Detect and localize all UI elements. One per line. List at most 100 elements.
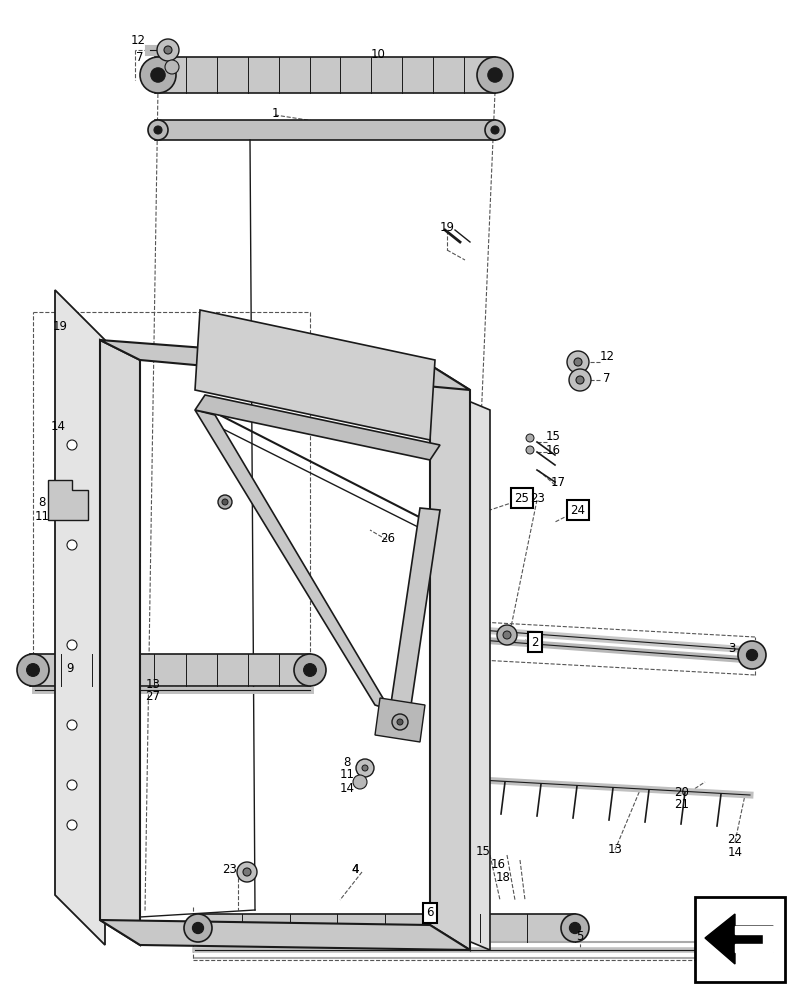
Text: 6: 6 <box>426 906 433 919</box>
Text: 12: 12 <box>599 351 614 363</box>
Bar <box>694 897 784 982</box>
Text: 8: 8 <box>38 495 45 508</box>
Polygon shape <box>430 365 470 950</box>
Polygon shape <box>100 920 470 950</box>
Text: 1: 1 <box>271 107 278 120</box>
Circle shape <box>397 719 402 725</box>
Circle shape <box>526 446 534 454</box>
Circle shape <box>139 57 176 93</box>
Text: 15: 15 <box>475 845 490 858</box>
Circle shape <box>165 60 178 74</box>
Circle shape <box>67 540 77 550</box>
Circle shape <box>392 714 407 730</box>
Text: 19: 19 <box>53 320 67 334</box>
Polygon shape <box>48 480 88 520</box>
Polygon shape <box>375 698 424 742</box>
Circle shape <box>526 434 534 442</box>
Text: 20: 20 <box>674 786 689 798</box>
Polygon shape <box>55 290 105 945</box>
Circle shape <box>27 664 40 676</box>
Text: 4: 4 <box>351 863 358 876</box>
Polygon shape <box>100 340 470 390</box>
Circle shape <box>575 376 583 384</box>
Text: 17: 17 <box>550 476 564 488</box>
Circle shape <box>237 862 257 882</box>
Circle shape <box>353 775 367 789</box>
Circle shape <box>362 765 367 771</box>
Polygon shape <box>100 340 139 945</box>
Circle shape <box>294 654 325 686</box>
Circle shape <box>566 351 588 373</box>
Text: 13: 13 <box>607 843 622 856</box>
Circle shape <box>242 868 251 876</box>
Text: 9: 9 <box>67 662 74 674</box>
Text: 15: 15 <box>545 430 560 444</box>
Circle shape <box>569 369 590 391</box>
Circle shape <box>303 664 316 676</box>
Polygon shape <box>195 310 435 440</box>
Circle shape <box>487 68 501 82</box>
Circle shape <box>491 126 499 134</box>
Circle shape <box>154 126 162 134</box>
Text: 14: 14 <box>727 846 741 859</box>
Circle shape <box>67 780 77 790</box>
Circle shape <box>502 631 510 639</box>
Text: 21: 21 <box>674 797 689 810</box>
Circle shape <box>355 759 374 777</box>
Circle shape <box>217 495 232 509</box>
Text: 26: 26 <box>380 532 395 544</box>
Circle shape <box>67 820 77 830</box>
Text: 22: 22 <box>727 833 741 846</box>
Circle shape <box>484 120 504 140</box>
Text: 5: 5 <box>576 930 583 943</box>
Text: 14: 14 <box>50 420 66 432</box>
Circle shape <box>569 922 580 934</box>
Circle shape <box>67 440 77 450</box>
Circle shape <box>184 914 212 942</box>
Text: 18: 18 <box>495 871 510 884</box>
Text: 27: 27 <box>145 690 161 704</box>
Polygon shape <box>155 57 495 93</box>
Circle shape <box>221 499 228 505</box>
Text: 7: 7 <box>603 371 610 384</box>
Text: 4: 4 <box>351 863 358 876</box>
Text: 11: 11 <box>34 510 49 522</box>
Text: 12: 12 <box>131 34 145 47</box>
Text: 14: 14 <box>339 782 354 794</box>
Polygon shape <box>704 914 772 964</box>
Circle shape <box>476 57 513 93</box>
Text: 10: 10 <box>370 48 385 61</box>
Circle shape <box>560 914 588 942</box>
Polygon shape <box>195 914 574 942</box>
Text: 23: 23 <box>530 491 545 504</box>
Circle shape <box>157 39 178 61</box>
Polygon shape <box>430 385 489 950</box>
Text: 16: 16 <box>545 444 560 456</box>
Circle shape <box>192 922 204 934</box>
Text: 24: 24 <box>570 504 585 516</box>
Text: 25: 25 <box>514 491 529 504</box>
Polygon shape <box>734 926 772 952</box>
Circle shape <box>148 120 168 140</box>
Polygon shape <box>30 654 310 686</box>
Text: 3: 3 <box>727 642 735 654</box>
Text: 11: 11 <box>339 768 354 782</box>
Circle shape <box>573 358 581 366</box>
Text: 16: 16 <box>490 858 505 871</box>
Circle shape <box>745 649 757 661</box>
Circle shape <box>17 654 49 686</box>
Polygon shape <box>389 508 440 712</box>
Circle shape <box>496 625 517 645</box>
Circle shape <box>67 640 77 650</box>
Text: 2: 2 <box>530 636 538 648</box>
Circle shape <box>164 46 172 54</box>
Polygon shape <box>195 395 440 460</box>
Text: 23: 23 <box>222 863 237 876</box>
Circle shape <box>737 641 765 669</box>
Polygon shape <box>195 410 389 710</box>
Polygon shape <box>155 120 495 140</box>
Text: 7: 7 <box>136 51 144 64</box>
Text: 19: 19 <box>439 221 454 234</box>
Circle shape <box>151 68 165 82</box>
Circle shape <box>67 720 77 730</box>
